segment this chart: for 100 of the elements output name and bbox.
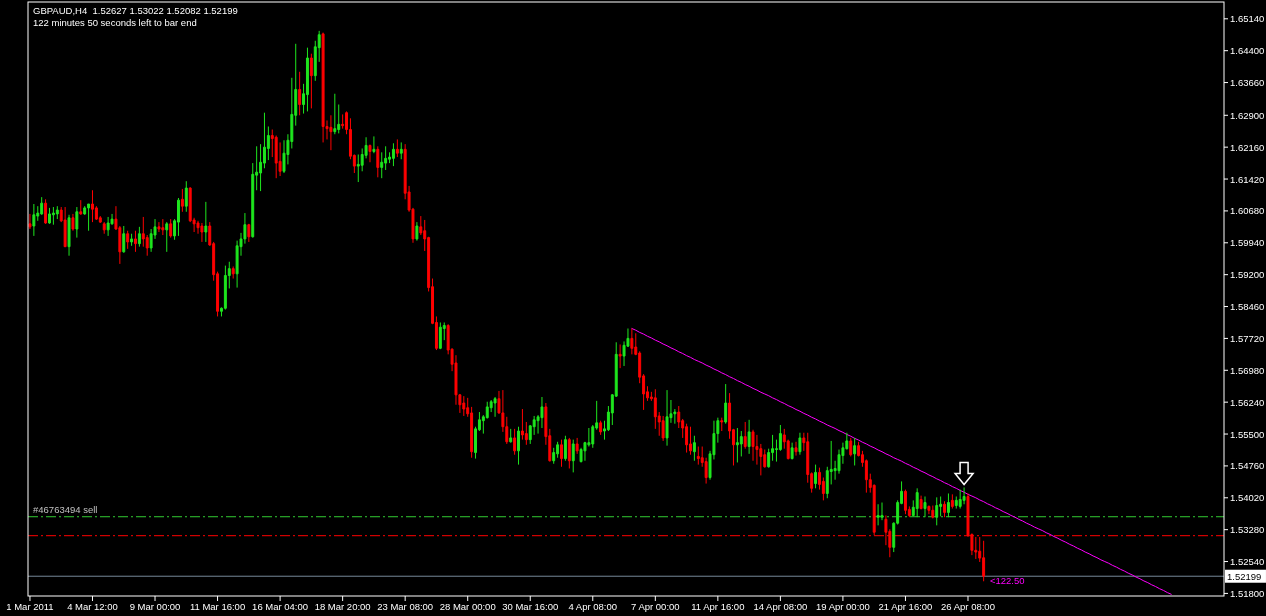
candlestick [575,437,579,455]
candlestick [599,420,603,436]
candlestick [563,435,567,462]
candlestick [927,505,931,515]
y-tick-label: 1.62900 [1230,109,1265,121]
y-tick-label: 1.56240 [1230,396,1265,408]
candlestick [71,213,75,232]
candlestick [853,437,857,466]
candlestick [794,441,798,457]
candlestick [341,113,345,130]
candlestick [720,417,724,432]
candlestick [509,428,513,444]
candlestick [126,230,130,250]
candlestick [321,32,325,143]
candlestick [122,225,126,254]
y-tick-label: 1.57720 [1230,332,1265,344]
x-tick-label: 28 Mar 00:00 [439,601,496,612]
x-tick-label: 18 Mar 20:00 [314,601,371,612]
x-tick-label: 11 Apr 16:00 [691,601,745,612]
y-tick-label: 1.56980 [1230,364,1265,376]
candlestick [685,423,689,454]
candlestick [747,419,751,455]
candlestick [247,223,251,243]
candlestick [696,446,700,466]
candlestick [982,540,986,582]
y-tick-label: 1.52540 [1230,556,1265,568]
candlestick [48,207,51,225]
candlestick [231,265,235,280]
candlestick [368,144,372,163]
candlestick [903,489,907,515]
y-tick-label: 1.64400 [1230,45,1265,57]
x-tick-label: 19 Apr 00:00 [815,601,870,612]
candlestick [915,487,919,518]
y-tick-label: 1.51800 [1230,587,1265,599]
candlestick [814,464,818,489]
x-tick-label: 21 Apr 16:00 [878,601,933,612]
candlestick [661,415,665,442]
y-tick-label: 1.55500 [1230,428,1265,440]
candlestick [395,138,399,158]
candlestick [974,536,978,560]
candlestick [946,492,950,518]
candlestick [399,141,403,160]
candlestick [692,435,696,462]
x-tick-label: 11 Mar 16:00 [189,601,246,612]
candlestick [130,233,134,247]
candlestick [44,198,48,225]
x-tick-label: 7 Apr 00:00 [631,601,680,612]
candlestick [91,189,94,223]
y-tick-label: 1.54020 [1230,492,1265,504]
y-tick-label: 1.59200 [1230,269,1265,281]
candlestick [743,421,747,450]
candlestick [87,203,91,232]
candlestick [513,428,517,456]
text: 122 minutes 50 seconds left to bar end [33,17,197,28]
candlestick [689,426,692,456]
candlestick [665,389,669,447]
candlestick [134,230,137,253]
candlestick [51,206,55,226]
x-tick-label: 4 Mar 12:00 [67,601,118,612]
candlestick [32,203,36,237]
candlestick [305,47,309,112]
chart-title: GBPAUD,H4 1.52627 1.53022 1.52082 1.52199 [33,5,238,16]
x-tick-label: 4 Apr 08:00 [568,601,618,612]
candlestick [560,439,563,468]
candlestick [962,486,966,505]
candlestick [919,495,923,510]
x-tick-label: 16 Mar 04:00 [252,601,309,612]
y-tick-label: 1.65140 [1230,13,1265,25]
candlestick [106,216,110,237]
candlestick [790,442,794,460]
annotation: <122.50 [989,574,1025,586]
x-tick-label: 1 Mar 2011 [6,601,54,612]
candlestick [735,427,739,463]
candlestick [958,489,962,510]
candlestick [438,321,442,350]
candlestick [923,496,927,518]
x-tick-label: 30 Mar 16:00 [502,601,559,612]
candlestick [298,71,302,116]
candlestick [462,395,466,417]
candlestick [309,53,313,109]
y-tick-label: 1.62160 [1230,141,1265,153]
candlestick [329,114,333,151]
candlestick [200,222,204,243]
candlestick [63,206,67,248]
candlestick [520,408,524,441]
x-tick-label: 26 Apr 08:00 [941,601,995,612]
candlestick [849,437,853,457]
candlestick [333,93,337,135]
x-tick-label: 23 Mar 08:00 [377,601,434,612]
candlestick [177,197,180,237]
candlestick [571,439,575,473]
candlestick [517,426,520,466]
candlestick [79,199,83,216]
y-tick-label: 1.60680 [1230,205,1265,217]
candlestick [67,214,71,257]
candlestick [180,188,184,213]
candlestick [204,201,208,243]
ref-line-label: 1.52199 [1227,570,1262,582]
candlestick [943,500,947,518]
candlestick [935,496,939,526]
